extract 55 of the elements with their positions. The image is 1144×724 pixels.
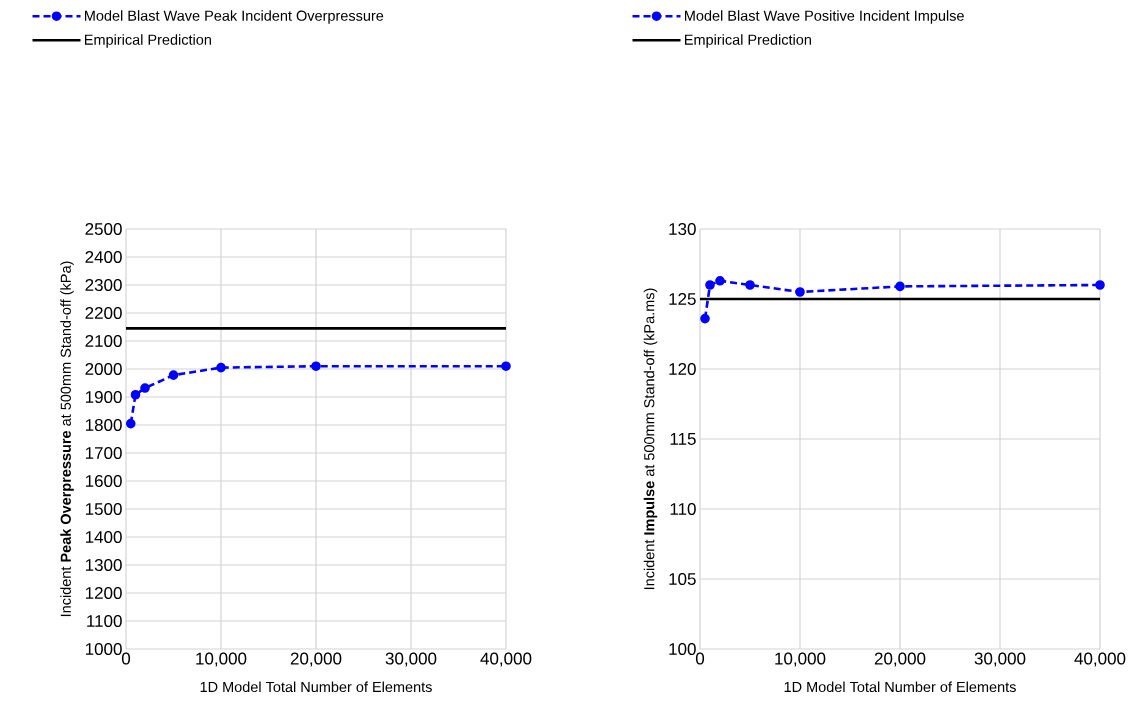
y-tick-label: 115 (670, 433, 696, 445)
y-tick-label: 2400 (85, 250, 122, 264)
x-tick-label: 0 (695, 652, 705, 665)
y-tick-label: 100 (669, 642, 696, 656)
y-tick-label: 1600 (85, 474, 122, 488)
y-tick-label: 1400 (85, 530, 122, 544)
x-axis-title: 1D Model Total Number of Elements (784, 681, 1016, 693)
y-tick-label: 2500 (85, 222, 122, 236)
point (700, 313, 710, 324)
y-tick-label: 130 (669, 222, 696, 236)
x-tick-label: 40,000 (480, 652, 532, 667)
x-tick-label: 30,000 (385, 652, 437, 667)
x-tick-label: 10,000 (196, 652, 247, 667)
x-tick-label: 0 (121, 652, 131, 665)
x-tick-label: 20,000 (874, 652, 926, 667)
y-tick-label: 1000 (85, 642, 122, 656)
legend-label: Empirical Prediction (84, 34, 211, 48)
y-tick-label: 1500 (85, 502, 122, 516)
y-axis-title: Incident Impulse at 500mm Stand-off (kPa.ms) (643, 288, 658, 590)
point (216, 362, 226, 373)
y-tick-label: 2100 (85, 334, 122, 348)
y-tick-label: 1300 (85, 558, 122, 572)
y-tick-label: 2300 (85, 278, 122, 292)
y-tick-label: 1200 (85, 586, 122, 600)
y-tick-label: 1900 (85, 390, 122, 404)
y-tick-label: 2000 (85, 362, 122, 376)
point (715, 276, 725, 286)
y-tick-label: 1800 (85, 418, 122, 432)
x-tick-label: 10,000 (775, 652, 826, 667)
x-tick-label: 20,000 (290, 652, 342, 667)
y-tick-label: 125 (669, 292, 696, 306)
legend-label: Empirical Prediction (685, 34, 811, 48)
point (130, 389, 141, 400)
point (895, 281, 905, 292)
point (745, 280, 755, 290)
y-tick-label: 2200 (85, 306, 122, 320)
x-tick-label: 30,000 (974, 652, 1026, 667)
point (168, 370, 179, 380)
point (795, 287, 805, 297)
y-tick-label: 120 (669, 362, 696, 376)
point (140, 383, 150, 393)
point (125, 418, 136, 429)
legend-label: Model Blast Wave Peak Incident Overpressure (84, 10, 384, 24)
y-tick-label: 110 (670, 502, 696, 516)
y-tick-label: 105 (669, 572, 696, 586)
x-tick-label: 40,000 (1074, 652, 1126, 667)
point (501, 361, 511, 371)
y-tick-label: 1100 (87, 614, 122, 628)
x-axis-title: 1D Model Total Number of Elements (200, 681, 432, 693)
legend-label: Model Blast Wave Positive Incident Impulse (685, 10, 964, 24)
point (705, 280, 715, 290)
y-tick-label: 1700 (85, 446, 122, 460)
point (1095, 280, 1105, 290)
y-axis-title: Incident Peak Overpressure at 500mm Stand-off (kPa) (60, 261, 74, 617)
point (311, 361, 321, 371)
